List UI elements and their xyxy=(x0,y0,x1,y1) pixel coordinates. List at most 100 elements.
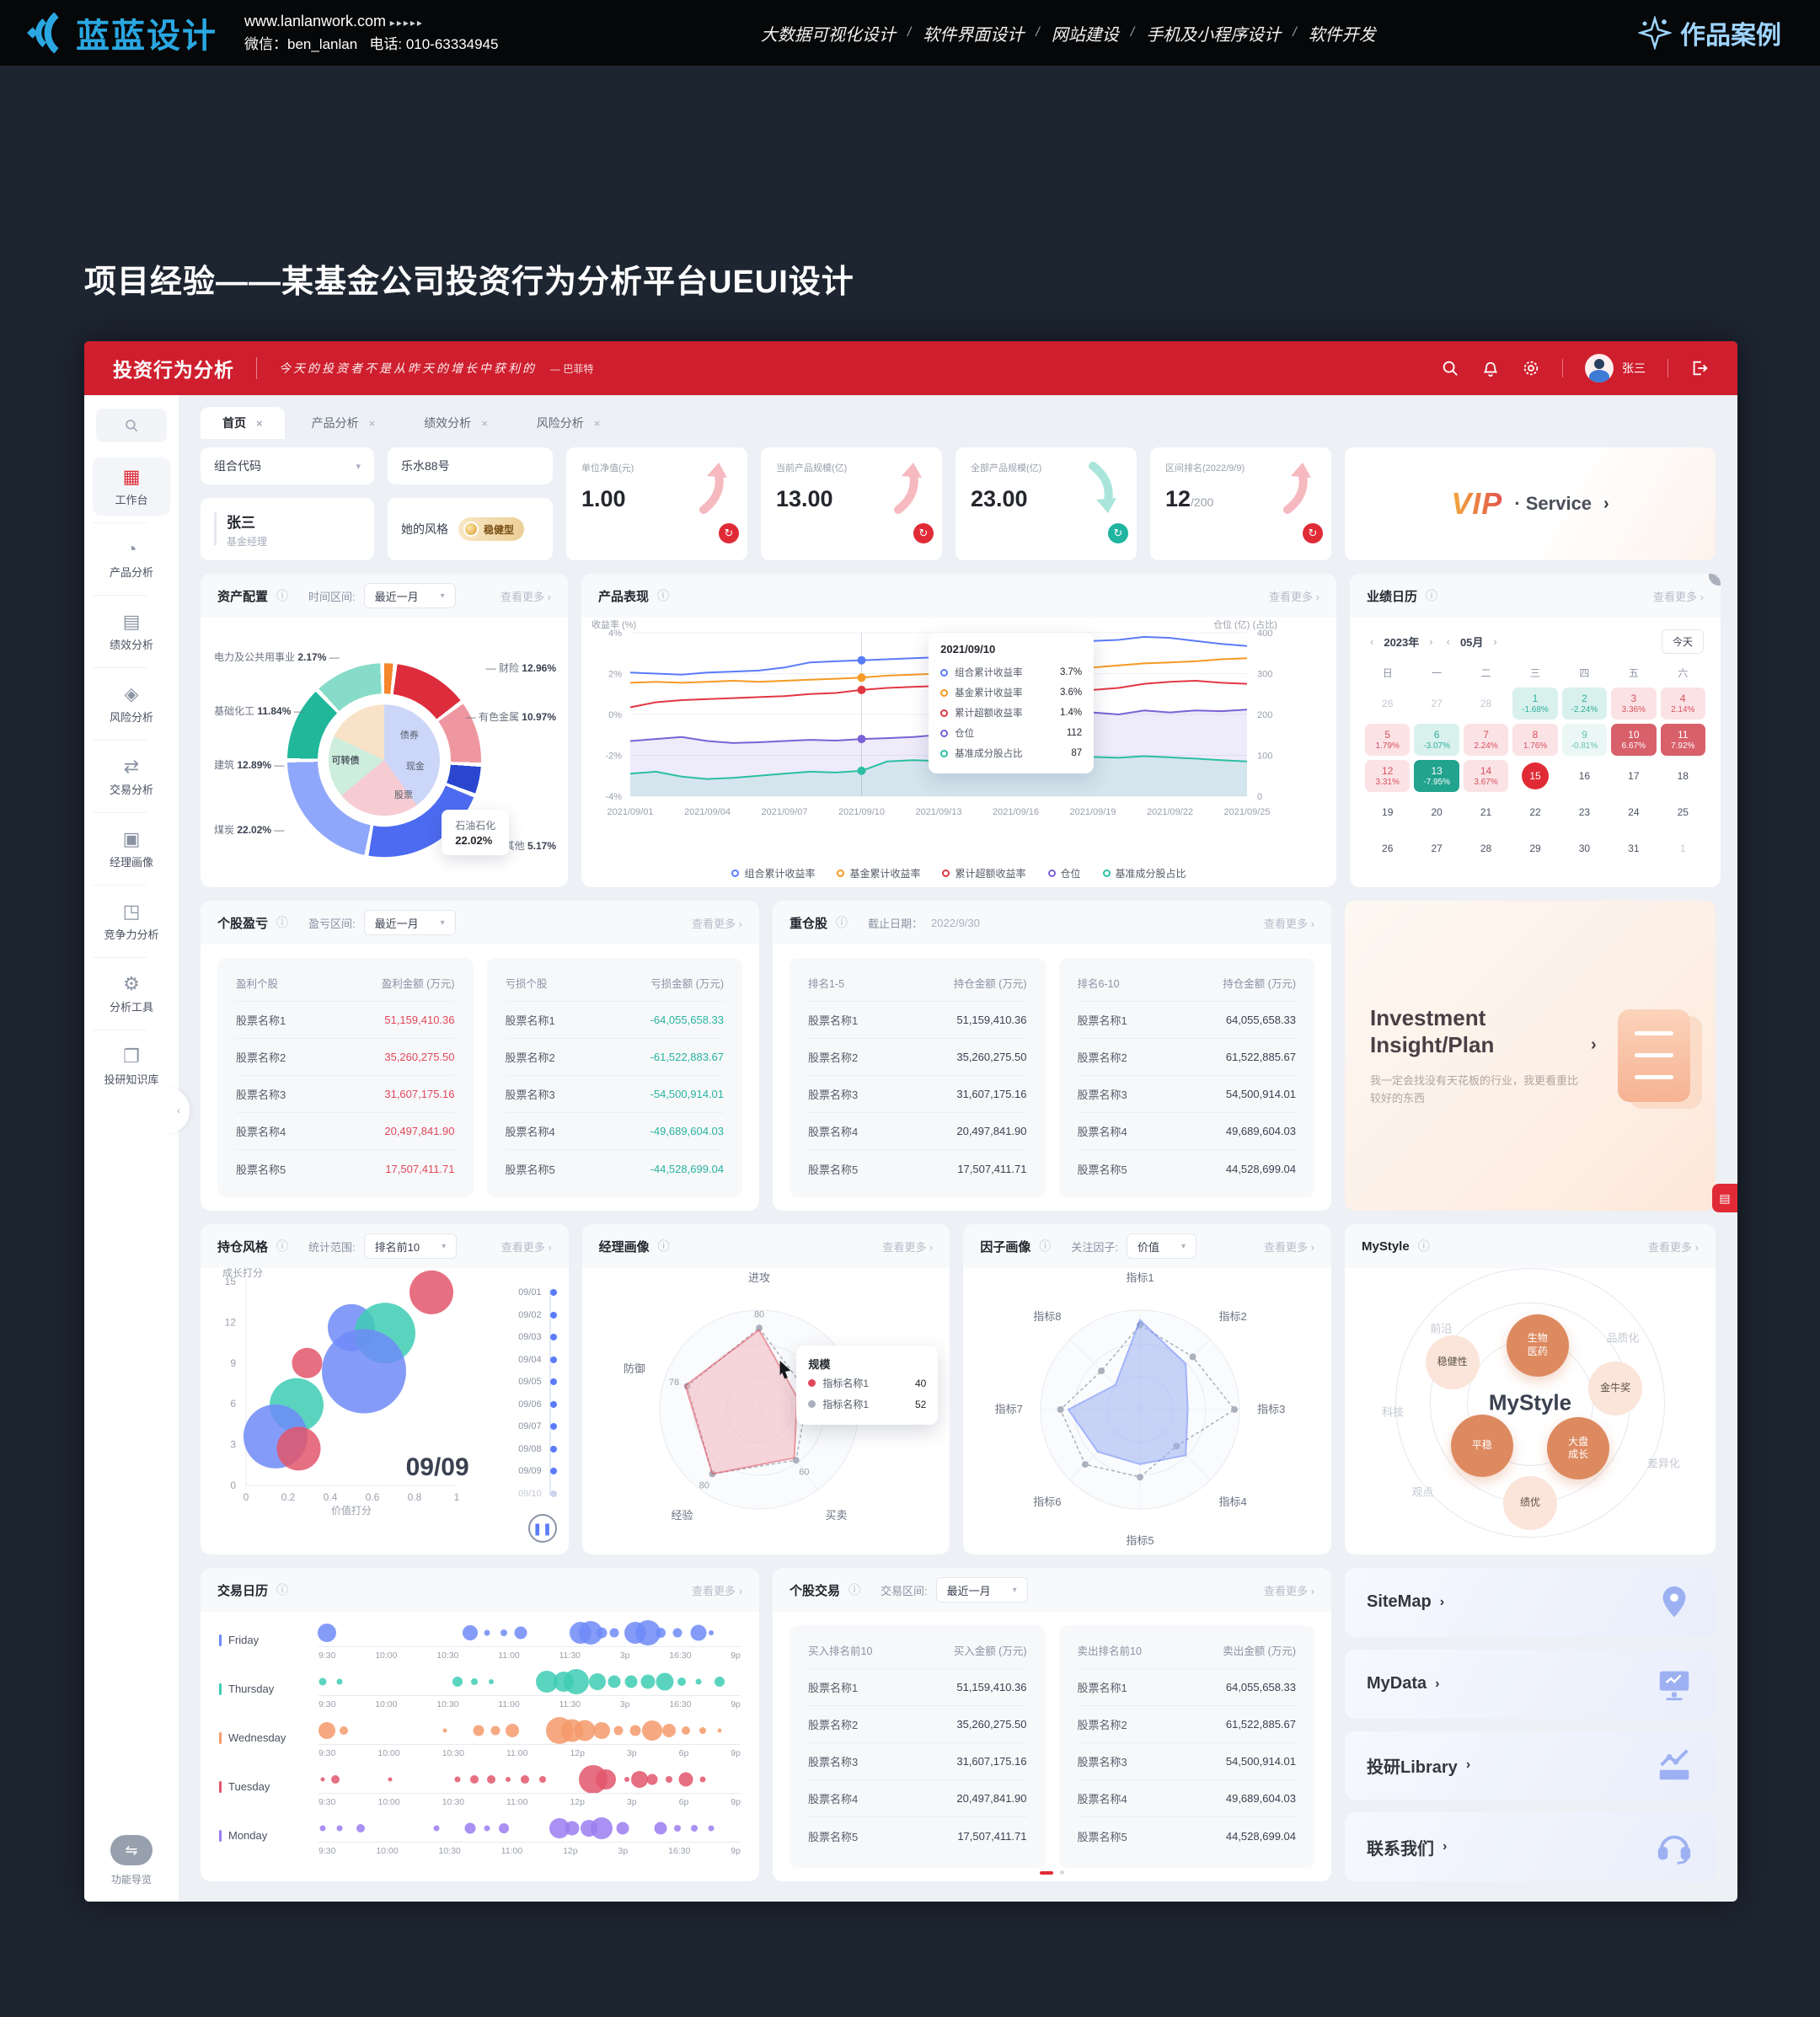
info-icon[interactable]: ⓘ xyxy=(836,916,848,929)
trade-bubble-strip[interactable]: 9:30 10:00 10:30 11:00 12p 3p 6p 9p xyxy=(318,1765,741,1816)
sidebar-item-competition[interactable]: ◳ 竞争力分析 xyxy=(104,901,159,942)
table-row[interactable]: 股票名称4 49,689,604.03 xyxy=(1077,1113,1296,1150)
table-row[interactable]: 股票名称1 51,159,410.36 xyxy=(808,1669,1027,1706)
timeline-date[interactable]: 09/10 xyxy=(484,1483,557,1506)
investment-insight-card[interactable]: Investment Insight/Plan 我一定会找没有天花板的行业，我更… xyxy=(1345,901,1716,1211)
info-icon[interactable]: ⓘ xyxy=(276,1239,289,1253)
calendar-day[interactable]: 1 -1.68% xyxy=(1512,687,1558,720)
calendar-day[interactable]: 18 xyxy=(1677,770,1689,782)
sidebar-item-tools[interactable]: ⚙ 分析工具 xyxy=(109,973,153,1014)
calendar-day[interactable]: 24 xyxy=(1628,806,1640,818)
timeline-date[interactable]: 09/09 xyxy=(484,1460,557,1483)
more-link[interactable]: 查看更多 xyxy=(1264,1582,1314,1598)
info-icon[interactable]: ⓘ xyxy=(276,589,289,602)
calendar-day[interactable]: 28 xyxy=(1480,843,1492,854)
calendar-day[interactable]: 9 -0.81% xyxy=(1561,724,1608,756)
calendar-day[interactable]: 14 3.67% xyxy=(1463,760,1509,792)
table-row[interactable]: 股票名称3 31,607,175.16 xyxy=(808,1743,1027,1780)
table-row[interactable]: 股票名称3 54,500,914.01 xyxy=(1077,1743,1296,1780)
close-icon[interactable]: × xyxy=(481,416,488,430)
table-row[interactable]: 股票名称2 35,260,275.50 xyxy=(236,1039,455,1076)
info-icon[interactable]: ⓘ xyxy=(1039,1239,1052,1253)
fund-name-select[interactable]: 乐水88号 xyxy=(388,447,553,484)
sidebar-item-product[interactable]: ◔ 产品分析 xyxy=(109,538,153,580)
calendar-day[interactable]: 15 xyxy=(1512,760,1557,792)
info-icon[interactable]: ⓘ xyxy=(276,1583,289,1597)
more-link[interactable]: 查看更多 xyxy=(692,1582,742,1598)
next-month-icon[interactable]: › xyxy=(1493,635,1497,648)
close-icon[interactable]: × xyxy=(368,416,376,430)
calendar-day[interactable]: 3 3.36% xyxy=(1611,687,1657,720)
timeline-date[interactable]: 09/02 xyxy=(484,1304,557,1327)
range-select[interactable]: 最近一月 ▾ xyxy=(363,910,456,935)
table-row[interactable]: 股票名称4 20,497,841.90 xyxy=(808,1780,1027,1817)
pause-button[interactable]: ❚❚ xyxy=(527,1514,557,1543)
style-tag[interactable]: 大盘 成长 xyxy=(1547,1417,1610,1480)
info-icon[interactable]: ⓘ xyxy=(1426,589,1438,602)
more-link[interactable]: 查看更多 xyxy=(500,588,551,604)
logout-icon[interactable] xyxy=(1690,359,1709,377)
style-tag[interactable]: 生物 医药 xyxy=(1506,1313,1569,1377)
portfolio-link[interactable]: 作品案例 xyxy=(1638,14,1781,51)
calendar-day[interactable]: 23 xyxy=(1578,806,1591,818)
info-icon[interactable]: ⓘ xyxy=(657,1239,670,1253)
chart-legend[interactable]: 组合累计收益率 基金累计收益率 累计超额收益率 仓位 基准成分股占比 xyxy=(581,866,1336,880)
calendar-day[interactable]: 11 7.92% xyxy=(1660,724,1705,756)
bell-icon[interactable] xyxy=(1481,359,1500,377)
calendar-day[interactable]: 13 -7.95% xyxy=(1414,760,1459,792)
more-link[interactable]: 查看更多 xyxy=(501,1239,552,1255)
style-tag[interactable]: 绩优 xyxy=(1502,1475,1557,1530)
range-select[interactable]: 最近一月 ▾ xyxy=(363,583,456,608)
calendar-day[interactable]: 21 xyxy=(1480,806,1492,818)
calendar-day[interactable]: 28 xyxy=(1480,698,1492,709)
table-row[interactable]: 股票名称1 51,159,410.36 xyxy=(236,1002,455,1039)
calendar-day[interactable]: 25 xyxy=(1677,806,1689,818)
refresh-badge-icon[interactable]: ↻ xyxy=(913,523,934,543)
table-row[interactable]: 股票名称2 61,522,885.67 xyxy=(1077,1706,1296,1743)
info-icon[interactable]: ⓘ xyxy=(848,1583,861,1597)
vip-service-banner[interactable]: VIP · Service › xyxy=(1345,447,1716,560)
table-row[interactable]: 股票名称4 20,497,841.90 xyxy=(236,1113,455,1150)
table-row[interactable]: 股票名称1 64,055,658.33 xyxy=(1077,1669,1296,1706)
calendar-day[interactable]: 10 6.67% xyxy=(1611,724,1657,756)
refresh-badge-icon[interactable]: ↻ xyxy=(1303,523,1323,543)
quick-link-SiteMap[interactable]: SiteMap › xyxy=(1345,1568,1716,1637)
calendar-day[interactable]: 26 xyxy=(1382,843,1394,854)
info-icon[interactable]: ⓘ xyxy=(657,589,670,602)
table-row[interactable]: 股票名称5 17,507,411.71 xyxy=(808,1829,1027,1843)
prev-year-icon[interactable]: ‹ xyxy=(1370,635,1374,648)
portfolio-code-select[interactable]: 组合代码 ▾ xyxy=(201,447,374,484)
calendar-day[interactable]: 6 -3.07% xyxy=(1414,724,1459,756)
table-row[interactable]: 股票名称5 17,507,411.71 xyxy=(808,1162,1027,1176)
quick-link-投研Library[interactable]: 投研Library › xyxy=(1345,1731,1716,1800)
today-button[interactable]: 今天 xyxy=(1661,629,1704,654)
table-row[interactable]: 股票名称3 -54,500,914.01 xyxy=(505,1076,724,1113)
table-row[interactable]: 股票名称1 51,159,410.36 xyxy=(808,1002,1027,1039)
logo[interactable]: 蓝蓝设计 xyxy=(24,8,217,57)
sidebar-item-manager[interactable]: ▣ 经理画像 xyxy=(109,828,153,869)
close-icon[interactable]: × xyxy=(593,416,601,430)
more-link[interactable]: 查看更多 xyxy=(1264,915,1314,931)
style-tag[interactable]: 平稳 xyxy=(1450,1414,1513,1477)
guide-button[interactable]: ⇋ xyxy=(110,1835,153,1865)
calendar-day[interactable]: 7 2.24% xyxy=(1463,724,1509,756)
factor-select[interactable]: 价值 ▾ xyxy=(1126,1233,1197,1259)
trade-bubble-strip[interactable]: 9:30 10:00 10:30 11:00 11:30 3p 16:30 9p xyxy=(318,1669,741,1718)
table-row[interactable]: 股票名称5 -44,528,699.04 xyxy=(505,1162,725,1176)
calendar-day[interactable]: 27 xyxy=(1431,698,1443,709)
table-row[interactable]: 股票名称3 31,607,175.16 xyxy=(236,1076,455,1113)
range-select[interactable]: 最近一月 ▾ xyxy=(935,1577,1028,1602)
calendar-day[interactable]: 8 1.76% xyxy=(1512,724,1558,756)
style-tag[interactable]: 金牛奖 xyxy=(1588,1361,1643,1415)
calendar-day[interactable]: 26 xyxy=(1382,698,1394,709)
more-link[interactable]: 查看更多 xyxy=(882,1239,933,1255)
table-row[interactable]: 股票名称4 -49,689,604.03 xyxy=(505,1113,724,1150)
table-row[interactable]: 股票名称2 35,260,275.50 xyxy=(808,1039,1027,1076)
table-row[interactable]: 股票名称5 44,528,699.04 xyxy=(1077,1162,1297,1176)
info-icon[interactable]: ⓘ xyxy=(276,916,289,929)
page-dot-active[interactable] xyxy=(1040,1870,1053,1875)
floating-action-button[interactable]: ▤ xyxy=(1712,1184,1737,1212)
quick-link-MyData[interactable]: MyData › xyxy=(1345,1649,1716,1719)
table-row[interactable]: 股票名称3 54,500,914.01 xyxy=(1077,1076,1296,1113)
style-tag[interactable]: 稳健性 xyxy=(1425,1335,1480,1390)
